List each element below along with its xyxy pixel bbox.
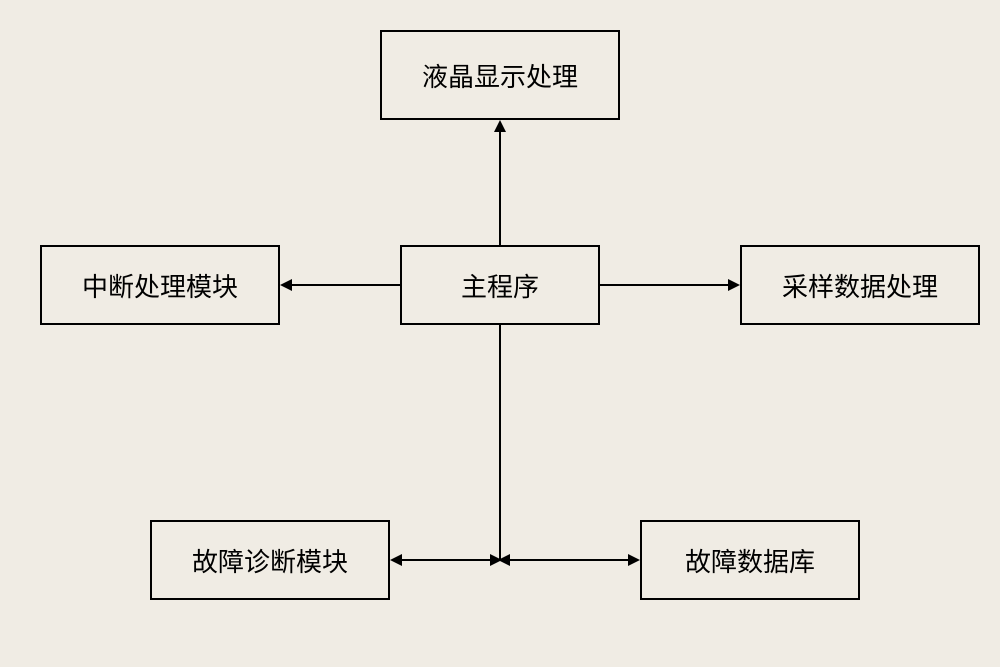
node-right-label: 采样数据处理	[782, 267, 938, 304]
node-bottom-left-label: 故障诊断模块	[192, 542, 348, 579]
node-center-label: 主程序	[461, 267, 539, 304]
node-center: 主程序	[400, 245, 600, 325]
node-bottom-right: 故障数据库	[640, 520, 860, 600]
node-bottom-right-label: 故障数据库	[685, 542, 815, 579]
node-left-label: 中断处理模块	[82, 267, 238, 304]
node-top-label: 液晶显示处理	[422, 57, 578, 94]
node-right: 采样数据处理	[740, 245, 980, 325]
node-bottom-left: 故障诊断模块	[150, 520, 390, 600]
node-top: 液晶显示处理	[380, 30, 620, 120]
node-left: 中断处理模块	[40, 245, 280, 325]
